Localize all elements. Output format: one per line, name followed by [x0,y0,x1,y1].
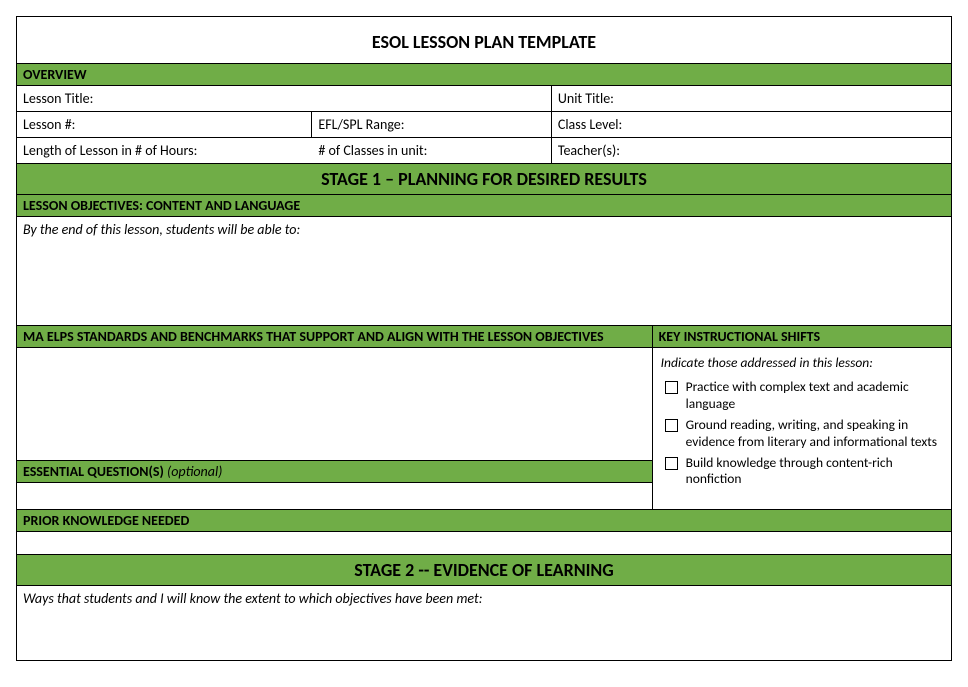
overview-row-1: Lesson Title: Unit Title: [17,86,951,112]
shifts-intro: Indicate those addressed in this lesson: [661,354,943,371]
prior-header: PRIOR KNOWLEDGE NEEDED [17,509,951,532]
stage2-content: Ways that students and I will know the e… [17,586,951,660]
standards-column: MA ELPS STANDARDS AND BENCHMARKS THAT SU… [17,325,652,509]
stage2-header: STAGE 2 -- EVIDENCE OF LEARNING [17,554,951,586]
stage2-intro: Ways that students and I will know the e… [23,590,482,607]
checkbox-icon[interactable] [665,381,678,394]
shift-item-2: Ground reading, writing, and speaking in… [665,417,943,451]
essential-content [17,483,652,509]
shift-text-2: Ground reading, writing, and speaking in… [686,417,943,451]
stage1-header: STAGE 1 – PLANNING FOR DESIRED RESULTS [17,163,951,195]
objectives-content: By the end of this lesson, students will… [17,217,951,325]
lesson-plan-page: ESOL LESSON PLAN TEMPLATE OVERVIEW Lesso… [16,16,952,661]
checkbox-icon[interactable] [665,457,678,470]
essential-header: ESSENTIAL QUESTION(S) (optional) [17,460,652,483]
class-level-label: Class Level: [558,116,622,133]
teachers-label: Teacher(s): [558,142,620,159]
unit-title-label: Unit Title: [558,90,614,107]
checkbox-icon[interactable] [665,419,678,432]
objectives-header: LESSON OBJECTIVES: CONTENT AND LANGUAGE [17,195,951,217]
essential-header-text: ESSENTIAL QUESTION(S) [23,463,164,480]
num-classes-label: # of Classes in unit: [318,142,427,159]
efl-spl-label: EFL/SPL Range: [318,116,404,133]
shifts-content: Indicate those addressed in this lesson:… [653,348,951,502]
shift-item-3: Build knowledge through content-rich non… [665,455,943,489]
lesson-title-label: Lesson Title: [23,90,93,107]
length-label: Length of Lesson in # of Hours: [23,142,197,159]
shift-text-3: Build knowledge through content-rich non… [686,455,943,489]
shifts-header: KEY INSTRUCTIONAL SHIFTS [653,325,951,348]
shift-item-1: Practice with complex text and academic … [665,379,943,413]
standards-shifts-row: MA ELPS STANDARDS AND BENCHMARKS THAT SU… [17,325,951,509]
overview-row-3: Length of Lesson in # of Hours: # of Cla… [17,138,951,163]
overview-row-2: Lesson #: EFL/SPL Range: Class Level: [17,112,951,138]
shift-text-1: Practice with complex text and academic … [686,379,943,413]
standards-header: MA ELPS STANDARDS AND BENCHMARKS THAT SU… [17,325,652,348]
essential-optional: (optional) [167,463,222,480]
page-title: ESOL LESSON PLAN TEMPLATE [17,17,951,63]
prior-content [17,532,951,554]
lesson-num-label: Lesson #: [23,116,75,133]
objectives-intro: By the end of this lesson, students will… [23,221,300,238]
overview-header: OVERVIEW [17,63,951,86]
shifts-column: KEY INSTRUCTIONAL SHIFTS Indicate those … [652,325,951,509]
standards-content [17,348,652,460]
